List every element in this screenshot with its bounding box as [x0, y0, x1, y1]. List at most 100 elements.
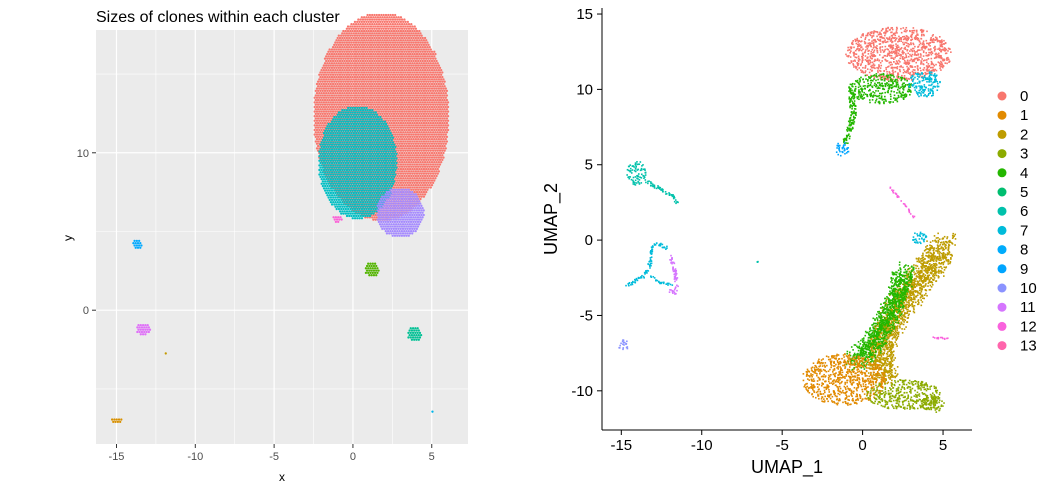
left-point: [392, 16, 396, 19]
left-point: [444, 105, 447, 109]
left-point: [323, 98, 327, 102]
left-point: [425, 149, 428, 152]
left-point: [350, 201, 353, 204]
left-point: [339, 52, 343, 56]
left-point: [415, 140, 419, 143]
left-point: [397, 16, 400, 19]
left-point: [362, 89, 366, 93]
left-point: [356, 217, 359, 220]
left-point: [332, 173, 335, 176]
left-point: [356, 129, 359, 133]
left-point: [403, 170, 406, 173]
left-point: [352, 23, 355, 26]
left-point: [326, 138, 329, 142]
left-point: [358, 98, 361, 102]
left-point: [437, 69, 441, 72]
left-point: [352, 141, 356, 144]
left-point: [348, 210, 351, 213]
left-point: [396, 115, 399, 118]
left-point: [396, 101, 399, 104]
left-point: [445, 135, 449, 139]
left-point: [327, 115, 330, 118]
left-point: [335, 48, 338, 51]
left-point: [345, 46, 349, 49]
left-point: [413, 149, 416, 152]
left-point: [348, 141, 351, 144]
left-point: [318, 128, 321, 132]
left-point: [420, 57, 423, 60]
left-point: [391, 92, 395, 95]
left-point: [336, 92, 339, 95]
left-point: [438, 98, 442, 102]
left-point: [430, 96, 434, 99]
left-point: [403, 82, 406, 86]
left-point: [352, 46, 355, 49]
left-point: [396, 82, 399, 86]
left-point: [344, 80, 347, 83]
left-point: [366, 18, 369, 21]
left-point: [436, 135, 439, 139]
left-point: [445, 108, 449, 111]
left-point: [329, 73, 332, 76]
left-point: [394, 115, 397, 118]
left-point: [410, 128, 413, 132]
left-point: [375, 78, 378, 81]
left-point: [319, 161, 322, 165]
left-point: [353, 217, 357, 220]
left-point: [384, 64, 388, 67]
left-point: [338, 141, 342, 144]
left-point: [327, 150, 330, 153]
left-point: [357, 159, 360, 162]
left-point: [360, 75, 363, 79]
left-point: [330, 143, 334, 146]
left-point: [406, 131, 409, 134]
left-point: [441, 112, 444, 116]
left-point: [427, 117, 430, 120]
left-point: [408, 57, 412, 60]
left-point: [415, 186, 419, 189]
left-point: [377, 55, 381, 58]
left-point: [337, 157, 341, 160]
left-point: [431, 71, 435, 74]
left-point: [388, 48, 391, 51]
left-point: [419, 161, 422, 164]
left-point: [384, 13, 388, 17]
left-point: [392, 71, 396, 74]
left-point: [411, 48, 414, 51]
left-point: [325, 127, 328, 130]
left-point: [338, 55, 342, 58]
left-point: [406, 34, 409, 37]
left-point: [325, 73, 328, 76]
left-point: [343, 32, 346, 35]
left-point: [349, 48, 352, 51]
left-point: [349, 120, 352, 123]
left-point: [410, 119, 413, 122]
left-point: [434, 144, 437, 148]
left-point: [414, 110, 418, 113]
left-point: [428, 165, 431, 168]
left-point: [435, 101, 438, 104]
left-point: [446, 119, 450, 122]
left-point: [418, 39, 421, 42]
left-point: [404, 29, 407, 33]
left-point: [347, 189, 350, 192]
left-point: [441, 80, 444, 83]
left-point: [427, 71, 430, 74]
left-point: [368, 105, 372, 109]
left-point: [444, 124, 447, 127]
left-point: [402, 89, 405, 93]
left-point: [390, 108, 393, 111]
left-point: [417, 193, 420, 196]
left-point: [360, 85, 363, 88]
left-point: [390, 85, 393, 88]
left-point: [374, 57, 377, 60]
left-point: [371, 32, 374, 35]
left-point: [341, 136, 344, 139]
left-point: [394, 92, 397, 95]
left-point: [399, 140, 403, 143]
left-point: [349, 39, 352, 42]
left-point: [350, 187, 353, 190]
left-point: [336, 173, 339, 176]
left-point: [338, 105, 342, 109]
left-point: [404, 140, 407, 143]
